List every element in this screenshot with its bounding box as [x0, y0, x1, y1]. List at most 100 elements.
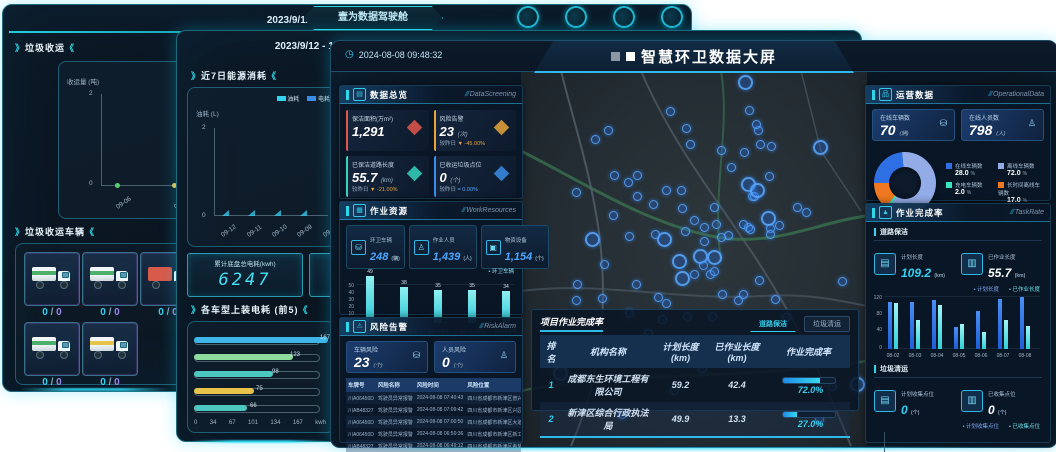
glow-strip — [360, 447, 1020, 450]
map-point-marker[interactable] — [751, 119, 761, 129]
stat-card-road-length: 已保洁道路长度 55.7 (km) 较昨日 ▼ -21.00% — [346, 156, 429, 197]
map-point-marker[interactable] — [632, 279, 642, 289]
map-point-marker[interactable] — [738, 289, 748, 299]
map-point-marker[interactable] — [665, 106, 675, 116]
vehicle-card: 0 / 0 — [82, 322, 138, 388]
map-point-marker[interactable] — [765, 229, 775, 239]
tab-road-cleaning[interactable]: 道路保洁 — [750, 316, 796, 332]
map-point-marker[interactable] — [599, 259, 609, 269]
map-point-marker[interactable] — [734, 295, 744, 305]
map-point-marker[interactable] — [706, 249, 722, 265]
project-title: 项目作业完成率 — [540, 315, 604, 332]
map-point-marker[interactable] — [756, 139, 766, 149]
panel-taskrate: ▲ 作业完成率 ⫻ TaskRate 道路保洁 ▤ 计划长度 109.2 (km… — [865, 203, 1051, 452]
energy-series-triangles — [222, 210, 307, 216]
document-icon: ▤ — [874, 390, 896, 412]
stat-online-vehicles: 在线车辆数 70 (辆) ⛁ — [872, 109, 955, 141]
stat-workers: ♙ 作业人员 1,439 (人) — [408, 225, 477, 269]
map-point-marker[interactable] — [739, 147, 749, 157]
map-point-marker[interactable] — [676, 186, 686, 196]
map-point-marker[interactable] — [633, 191, 643, 201]
map-point-marker[interactable] — [571, 187, 581, 197]
map-point-marker[interactable] — [590, 134, 600, 144]
map-point-marker[interactable] — [585, 232, 601, 248]
map-point-marker[interactable] — [700, 236, 710, 246]
map-point-marker[interactable] — [661, 185, 671, 195]
panel-overview: ▤ 数据总览 ⫻ DataScreening 保洁面积(万m²) 1,291 风… — [339, 85, 523, 199]
map-point-marker[interactable] — [571, 296, 581, 306]
map-point-marker[interactable] — [726, 162, 736, 172]
map-point-marker[interactable] — [812, 139, 828, 155]
main-title-banner: 智慧环卫数据大屏 — [534, 41, 854, 73]
map-point-marker[interactable] — [710, 266, 720, 276]
stat-person-risk: 人员风险 0 (个) ♙ — [434, 341, 516, 373]
risk-row: 川A06450D 驾驶员异常报警 2024-08-08 07:40:43 四川省成都市… — [346, 392, 522, 404]
map-point-marker[interactable] — [689, 215, 699, 225]
map-point-marker[interactable] — [699, 223, 709, 233]
map-point-marker[interactable] — [749, 183, 765, 199]
map-point-marker[interactable] — [686, 139, 696, 149]
map-point-marker[interactable] — [717, 290, 727, 300]
panel-project-completion: 项目作业完成率 道路保洁 垃圾清运 排名 机构名称 计划长度(km) 已作业长度(k… — [531, 309, 859, 438]
map-point-marker[interactable] — [681, 227, 691, 237]
map-point-marker[interactable] — [671, 254, 687, 270]
map-point-marker[interactable] — [771, 295, 781, 305]
map-point-marker[interactable] — [624, 177, 634, 187]
person-icon: ♙ — [413, 239, 429, 255]
map-point-marker[interactable] — [802, 208, 812, 218]
map-point-marker[interactable] — [654, 292, 664, 302]
map-point-marker[interactable] — [604, 125, 614, 135]
project-row[interactable]: 1 成都东生环境工程有限公司 59.2 42.4 72.0% — [540, 368, 850, 402]
map-point-marker[interactable] — [699, 261, 709, 271]
map-point-marker[interactable] — [572, 279, 582, 289]
nav-circle-icon-1[interactable] — [517, 6, 539, 28]
project-table: 排名 机构名称 计划长度(km) 已作业长度(km) 作业完成率 1 成都东生环境工… — [540, 335, 850, 438]
overview-icon: ▤ — [353, 88, 366, 101]
map-point-marker[interactable] — [717, 145, 727, 155]
stat-card-alerts: 风险告警 23 (次) 较昨日 ▼ -45.00% — [433, 110, 516, 151]
risk-table: 车牌号 风险名称 风险时间 风险位置 川A06450D 驾驶员异常报警 2024-08-… — [346, 378, 522, 452]
stat-done-points: ▥ 已收集点位 0 (个) — [961, 383, 1042, 419]
map-point-marker[interactable] — [682, 123, 692, 133]
map-point-marker[interactable] — [609, 171, 619, 181]
panel-operational: 品 运营数据 ⫻ OperationalData 在线车辆数 70 (辆) ⛁ … — [865, 85, 1051, 214]
vehicle-card: 0 / 0 — [24, 322, 80, 388]
glow-strip — [20, 388, 170, 391]
map-point-marker[interactable] — [737, 75, 753, 91]
document-check-icon: ▥ — [961, 390, 983, 412]
map-point-marker[interactable] — [609, 211, 619, 221]
tab-trash-removal[interactable]: 垃圾清运 — [804, 315, 850, 332]
map-point-marker[interactable] — [661, 298, 671, 308]
nav-circle-icon-3[interactable] — [613, 6, 635, 28]
map-point-marker[interactable] — [633, 171, 643, 181]
map-point-marker[interactable] — [837, 276, 847, 286]
map-point-marker[interactable] — [712, 219, 722, 229]
map-point-marker[interactable] — [775, 220, 785, 230]
nav-circle-icon-2[interactable] — [565, 6, 587, 28]
map-point-marker[interactable] — [792, 203, 802, 213]
map-point-marker[interactable] — [754, 275, 764, 285]
map-point-marker[interactable] — [717, 233, 727, 243]
map-point-marker[interactable] — [674, 270, 690, 286]
map-point-marker[interactable] — [744, 106, 754, 116]
map-point-marker[interactable] — [597, 293, 607, 303]
map-point-marker[interactable] — [709, 202, 719, 212]
map-point-marker[interactable] — [624, 232, 634, 242]
map-point-marker[interactable] — [677, 204, 687, 214]
map-point-marker[interactable] — [648, 200, 658, 210]
nav-circle-icon-4[interactable] — [661, 6, 683, 28]
map-point-marker[interactable] — [650, 230, 660, 240]
map-point-marker[interactable] — [738, 220, 748, 229]
garbage-truck-icon — [32, 265, 72, 289]
garbage-truck-icon — [90, 335, 130, 359]
map-point-marker[interactable] — [745, 225, 755, 235]
map-point-marker[interactable] — [689, 269, 699, 279]
map-point-marker[interactable] — [767, 142, 777, 152]
stat-card-trash-points: 已收运垃圾点位 0 (个) 较昨日 = 0.00% — [433, 156, 516, 197]
map-point-marker[interactable] — [657, 231, 673, 247]
map-point-marker[interactable] — [764, 171, 774, 181]
map-point-marker[interactable] — [760, 211, 776, 227]
project-row[interactable]: 2 新津区综合行政执法局 49.9 13.3 27.0% — [540, 402, 850, 437]
box-icon: ▣ — [485, 239, 501, 255]
